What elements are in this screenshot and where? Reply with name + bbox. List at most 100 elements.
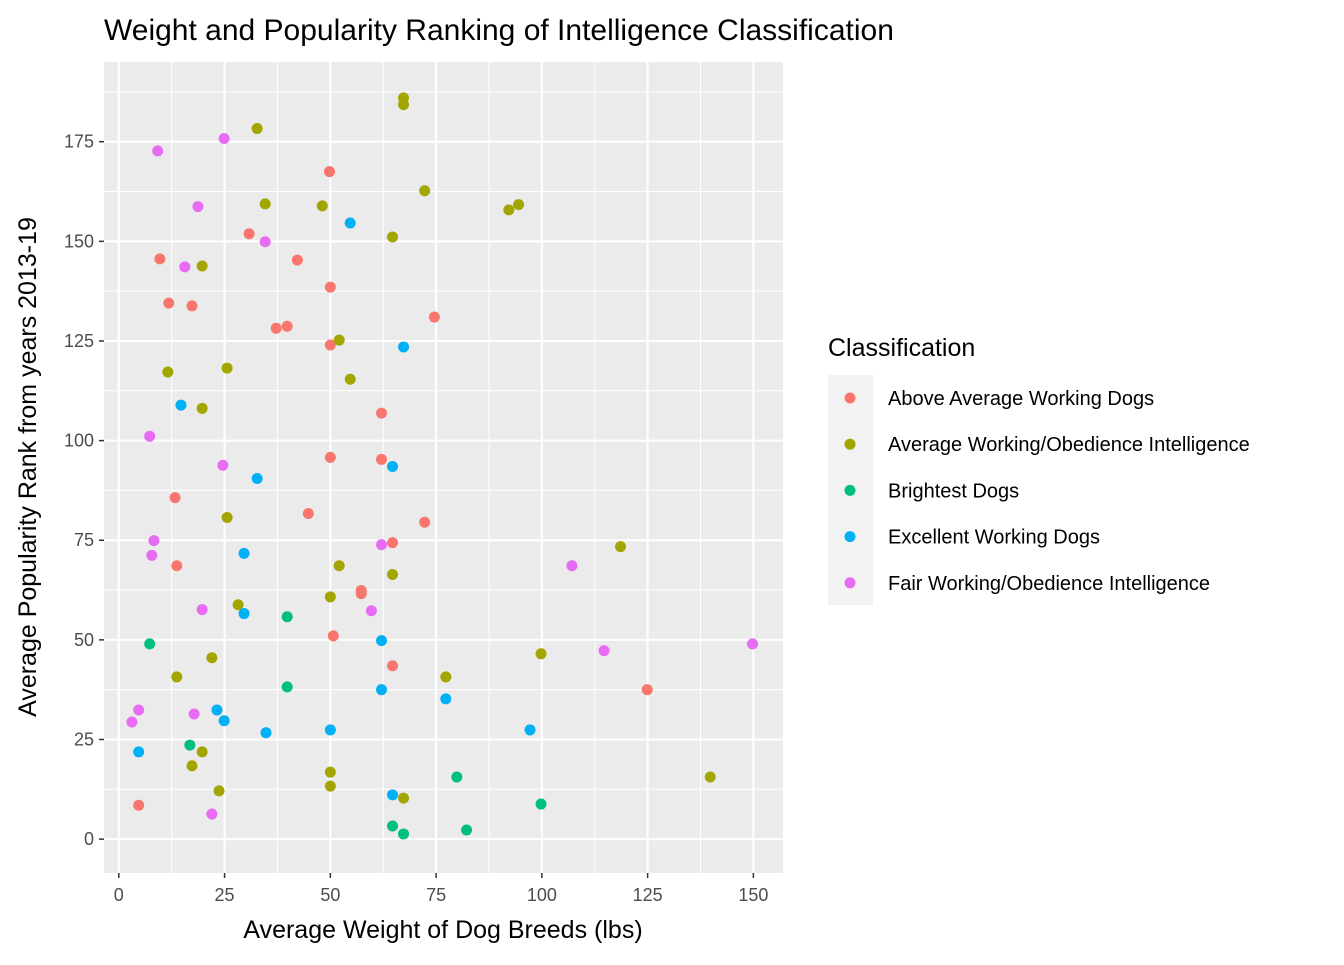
y-tick-label: 50 bbox=[74, 630, 94, 650]
data-point bbox=[376, 407, 388, 419]
data-point bbox=[171, 560, 183, 572]
data-point bbox=[218, 133, 230, 145]
data-point bbox=[440, 693, 452, 705]
data-point bbox=[398, 99, 410, 111]
axis-ticks: 0 25 50 75 100 125 150 0 25 50 75 100 125 150 175 bbox=[64, 132, 768, 905]
data-point bbox=[344, 373, 356, 385]
data-point bbox=[186, 300, 198, 312]
data-point bbox=[259, 198, 271, 210]
data-point bbox=[316, 200, 328, 212]
data-point bbox=[243, 228, 255, 240]
x-tick-label: 25 bbox=[215, 885, 235, 905]
data-point bbox=[365, 605, 377, 617]
data-point bbox=[387, 537, 399, 549]
data-point bbox=[221, 512, 233, 524]
legend-key bbox=[844, 484, 856, 496]
data-point bbox=[747, 638, 759, 650]
data-point bbox=[179, 261, 191, 273]
x-tick-label: 100 bbox=[527, 885, 557, 905]
plot-panel bbox=[104, 62, 783, 873]
data-point bbox=[387, 461, 399, 473]
data-point bbox=[221, 362, 233, 374]
data-point bbox=[451, 771, 463, 783]
data-point bbox=[324, 591, 336, 603]
y-tick-label: 0 bbox=[84, 829, 94, 849]
data-point bbox=[419, 516, 431, 528]
gridlines bbox=[104, 62, 783, 873]
y-axis-title: Average Popularity Rank from years 2013-… bbox=[14, 217, 42, 717]
data-points bbox=[126, 92, 759, 840]
data-point bbox=[503, 204, 515, 216]
data-point bbox=[324, 281, 336, 293]
y-tick-label: 25 bbox=[74, 729, 94, 749]
data-point bbox=[387, 231, 399, 243]
legend-key bbox=[844, 531, 856, 543]
data-point bbox=[615, 541, 627, 553]
x-tick-label: 150 bbox=[738, 885, 768, 905]
data-point bbox=[398, 341, 410, 353]
data-point bbox=[387, 820, 399, 832]
legend-title: Classification bbox=[828, 334, 975, 362]
data-point bbox=[213, 785, 225, 797]
data-point bbox=[704, 771, 716, 783]
y-tick-label: 150 bbox=[64, 231, 94, 251]
data-point bbox=[154, 253, 166, 265]
data-point bbox=[186, 760, 198, 772]
data-point bbox=[251, 472, 263, 484]
data-point bbox=[133, 746, 145, 758]
data-point bbox=[419, 185, 431, 197]
data-point bbox=[327, 630, 339, 642]
x-tick-label: 125 bbox=[633, 885, 663, 905]
data-point bbox=[144, 638, 156, 650]
data-point bbox=[238, 608, 250, 620]
data-point bbox=[535, 798, 547, 810]
x-axis-title: Average Weight of Dog Breeds (lbs) bbox=[243, 916, 642, 944]
legend-label: Average Working/Obedience Intelligence bbox=[888, 434, 1250, 456]
data-point bbox=[524, 724, 536, 736]
data-point bbox=[566, 560, 578, 572]
data-point bbox=[324, 780, 336, 792]
data-point bbox=[196, 260, 208, 272]
data-point bbox=[196, 604, 208, 616]
data-point bbox=[376, 539, 388, 551]
data-point bbox=[133, 704, 145, 716]
data-point bbox=[259, 236, 271, 248]
data-point bbox=[175, 399, 187, 411]
legend-label: Fair Working/Obedience Intelligence bbox=[888, 573, 1210, 595]
data-point bbox=[196, 402, 208, 414]
data-point bbox=[260, 727, 272, 739]
data-point bbox=[148, 535, 160, 547]
data-point bbox=[232, 599, 244, 611]
y-tick-label: 100 bbox=[64, 431, 94, 451]
legend-label: Above Average Working Dogs bbox=[888, 388, 1154, 410]
data-point bbox=[324, 724, 336, 736]
data-point bbox=[440, 671, 452, 683]
legend-label: Brightest Dogs bbox=[888, 480, 1019, 502]
data-point bbox=[238, 547, 250, 559]
legend-label: Excellent Working Dogs bbox=[888, 527, 1100, 549]
data-point bbox=[188, 708, 200, 720]
data-point bbox=[302, 508, 314, 520]
data-point bbox=[281, 611, 293, 623]
data-point bbox=[206, 652, 218, 664]
data-point bbox=[169, 492, 181, 504]
data-point bbox=[291, 254, 303, 266]
chart-title: Weight and Popularity Ranking of Intelli… bbox=[104, 14, 894, 47]
data-point bbox=[535, 648, 547, 660]
data-point bbox=[146, 549, 158, 561]
y-tick-label: 125 bbox=[64, 331, 94, 351]
x-tick-label: 50 bbox=[320, 885, 340, 905]
data-point bbox=[387, 789, 399, 801]
data-point bbox=[206, 808, 218, 820]
data-point bbox=[333, 334, 345, 346]
x-tick-label: 0 bbox=[114, 885, 124, 905]
data-point bbox=[344, 217, 356, 229]
data-point bbox=[251, 123, 263, 135]
data-point bbox=[162, 366, 174, 378]
data-point bbox=[355, 588, 367, 600]
data-point bbox=[598, 645, 610, 657]
data-point bbox=[428, 311, 440, 323]
data-point bbox=[281, 320, 293, 332]
data-point bbox=[376, 453, 388, 465]
